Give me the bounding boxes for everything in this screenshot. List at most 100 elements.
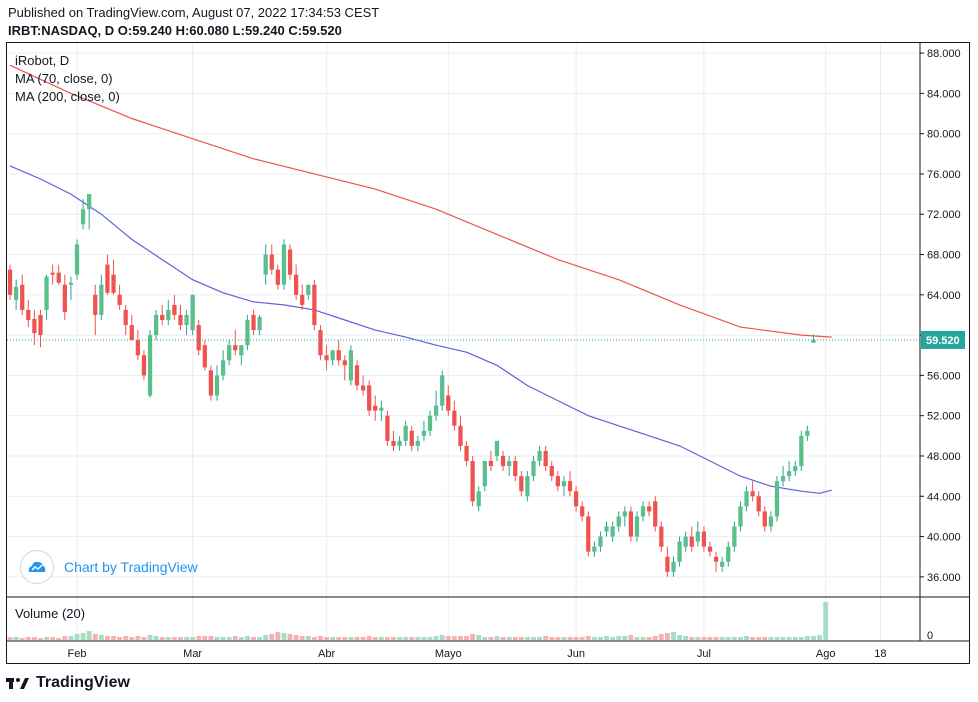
volume-bar: [196, 636, 202, 640]
volume-bar: [86, 631, 92, 640]
candle-body: [87, 194, 92, 210]
time-tick-label: Ago: [816, 648, 836, 660]
candle-body: [726, 546, 731, 562]
candle-body: [707, 546, 713, 552]
volume-bar: [372, 637, 378, 640]
time-tick-label: Jun: [567, 648, 585, 660]
volume-bar: [433, 636, 439, 640]
candle-body: [385, 415, 390, 441]
watermark[interactable]: Chart by TradingView: [20, 550, 198, 584]
candle-body: [129, 325, 134, 341]
volume-bar: [293, 635, 299, 640]
candle-body: [166, 309, 171, 320]
volume-bar: [129, 637, 135, 640]
candle-body: [452, 410, 457, 426]
volume-bar: [421, 637, 427, 640]
candle-body: [135, 340, 140, 356]
volume-bar: [384, 637, 390, 640]
candle-body: [360, 385, 366, 391]
volume-bar: [640, 637, 646, 640]
volume-bar: [184, 637, 189, 640]
volume-bar: [598, 637, 603, 640]
candle-body: [403, 425, 408, 441]
volume-bar: [561, 637, 567, 640]
volume-bar: [671, 632, 676, 640]
volume-bar: [397, 637, 403, 640]
candle-body: [306, 284, 311, 295]
volume-bar: [664, 633, 670, 640]
candle-body: [202, 345, 207, 368]
volume-bar: [652, 636, 658, 640]
candle-body: [160, 314, 165, 320]
tradingview-logo-icon: [6, 678, 29, 689]
candle-body: [616, 516, 621, 527]
candle-body: [811, 339, 816, 343]
volume-bar: [798, 637, 804, 640]
ma200-line: [9, 64, 832, 338]
volume-bar: [275, 632, 281, 640]
candle-body: [446, 395, 451, 411]
volume-bar: [695, 637, 701, 640]
volume-bar: [518, 637, 524, 640]
volume-bar: [707, 637, 713, 640]
volume-bar: [92, 634, 98, 640]
volume-bar: [287, 634, 293, 640]
candle-body: [500, 455, 506, 467]
volume-bar: [494, 636, 500, 640]
footer-logo[interactable]: TradingView: [6, 674, 130, 692]
volume-bar: [786, 637, 792, 640]
volume-bar: [579, 637, 585, 640]
volume-bar: [117, 637, 123, 640]
candle-body: [573, 491, 579, 507]
volume-bar: [573, 637, 579, 640]
candle-body: [488, 461, 494, 467]
candle-body: [312, 284, 317, 326]
volume-bar: [725, 637, 731, 640]
candle-body: [214, 375, 220, 396]
volume-bar: [817, 635, 823, 640]
volume-tick-label: 0: [927, 630, 933, 642]
volume-bar: [104, 636, 110, 640]
candle-body: [293, 274, 299, 295]
candle-body: [701, 531, 707, 547]
legend-ma70: MA (70, close, 0): [15, 71, 113, 86]
candle-body: [257, 316, 262, 331]
volume-bar: [147, 635, 153, 640]
volume-bar: [488, 637, 494, 640]
candle-body: [80, 209, 86, 225]
volume-bar: [738, 637, 743, 640]
volume-bar: [324, 637, 329, 640]
volume-bar: [482, 637, 488, 640]
time-tick-label: 18: [874, 648, 886, 660]
volume-bar: [689, 637, 695, 640]
candle-body: [768, 516, 774, 527]
volume-bar: [646, 637, 652, 640]
candle-body: [373, 405, 378, 411]
candle-body: [519, 476, 524, 492]
volume-bar: [658, 634, 664, 640]
price-tick-label: 64.000: [927, 290, 961, 302]
time-tick-label: Jul: [697, 648, 711, 660]
candle-body: [397, 440, 402, 446]
volume-bar: [171, 637, 177, 640]
volume-bar: [555, 637, 561, 640]
candle-body: [470, 461, 475, 502]
volume-bar: [190, 637, 196, 640]
time-tick-label: Mar: [183, 648, 202, 660]
candle-body: [774, 481, 780, 517]
price-tick-label: 48.000: [927, 451, 961, 463]
chart-legend: iRobot, D MA (70, close, 0) MA (200, clo…: [15, 52, 120, 106]
candle-body: [281, 244, 287, 285]
volume-bar: [141, 637, 147, 640]
candle-body: [665, 556, 670, 572]
volume-bar: [451, 636, 457, 640]
candle-body: [324, 355, 329, 361]
volume-bar: [263, 635, 269, 640]
candle-body: [482, 461, 487, 487]
candle-body: [178, 314, 183, 326]
volume-bar: [74, 634, 80, 640]
price-tick-label: 80.000: [927, 129, 961, 141]
candle-body: [123, 309, 128, 326]
volume-bar: [98, 635, 104, 640]
